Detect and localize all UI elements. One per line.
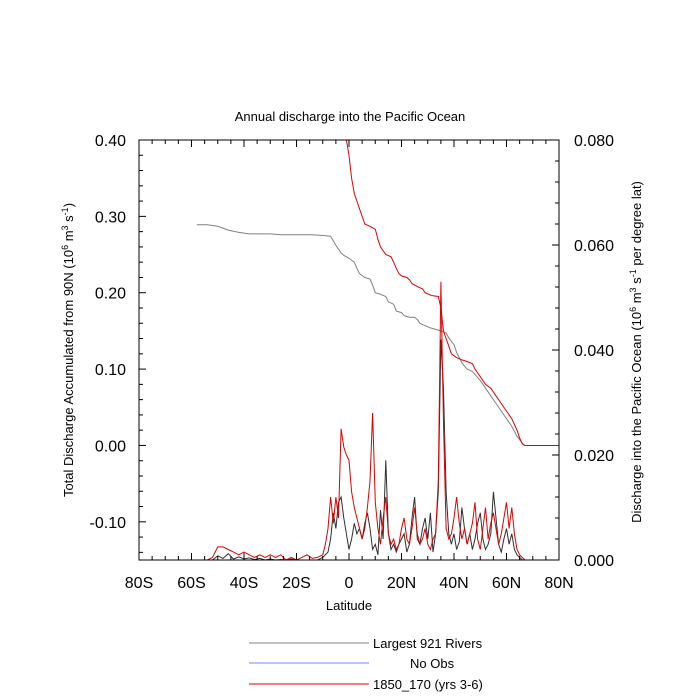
- legend: Largest 921 Rivers No Obs 1850_170 (yrs …: [249, 636, 483, 692]
- x-tick-label-20n: 20N: [387, 575, 416, 592]
- x-axis-label: Latitude: [326, 598, 372, 613]
- x-tick-label-60n: 60N: [492, 575, 521, 592]
- x-tick-label-20s: 20S: [282, 575, 310, 592]
- y-left-tick-label: 0.40: [95, 133, 126, 150]
- y-right-tick-label: 0.040: [574, 343, 614, 360]
- y-left-tick-label: 0.30: [95, 209, 126, 226]
- y-axis-right-label: Discharge into the Pacific Ocean (106 m3…: [628, 181, 644, 523]
- y-right-tick-label: 0.000: [574, 553, 614, 570]
- plot-lines: [139, 140, 559, 560]
- series-line-per-degree-largest-921-rivers: [139, 339, 559, 560]
- x-tick-label-60s: 60S: [177, 575, 205, 592]
- y-right-tick-label: 0.060: [574, 238, 614, 255]
- y-left-tick-label: 0.20: [95, 286, 126, 303]
- series-line-per-degree-1850-170-yrs-3-6: [139, 281, 559, 560]
- x-tick-label-40s: 40S: [230, 575, 258, 592]
- y-left-tick-label: 0.00: [95, 438, 126, 455]
- legend-label-1850-170: 1850_170 (yrs 3-6): [373, 677, 483, 692]
- chart-title: Annual discharge into the Pacific Ocean: [235, 109, 466, 124]
- legend-label-largest-rivers: Largest 921 Rivers: [373, 636, 483, 651]
- legend-label-no-obs: No Obs: [410, 656, 455, 671]
- x-tick-label-80n: 80N: [544, 575, 573, 592]
- y-left-tick-label: -0.10: [90, 515, 127, 532]
- y-axis-left: 0.40 0.30 0.20 0.10 0.00 -0.10: [90, 133, 146, 553]
- series-line-accumulated-1850-170-yrs-3-6: [345, 140, 559, 446]
- series-line-accumulated-largest-921-rivers: [196, 224, 559, 446]
- y-right-tick-label: 0.080: [574, 133, 614, 150]
- x-tick-label-0: 0: [345, 575, 354, 592]
- x-tick-label-80s: 80S: [125, 575, 153, 592]
- y-right-tick-label: 0.020: [574, 448, 614, 465]
- x-tick-label-40n: 40N: [439, 575, 468, 592]
- y-axis-right: 0.080 0.060 0.040 0.020 0.000: [552, 133, 614, 570]
- y-axis-left-label: Total Discharge Accumulated from 90N (10…: [60, 203, 76, 497]
- y-left-tick-label: 0.10: [95, 362, 126, 379]
- x-axis: 80S 60S 40S 20S 0 20N 40N 60N 80N: [125, 140, 574, 592]
- plot-frame: [138, 139, 560, 561]
